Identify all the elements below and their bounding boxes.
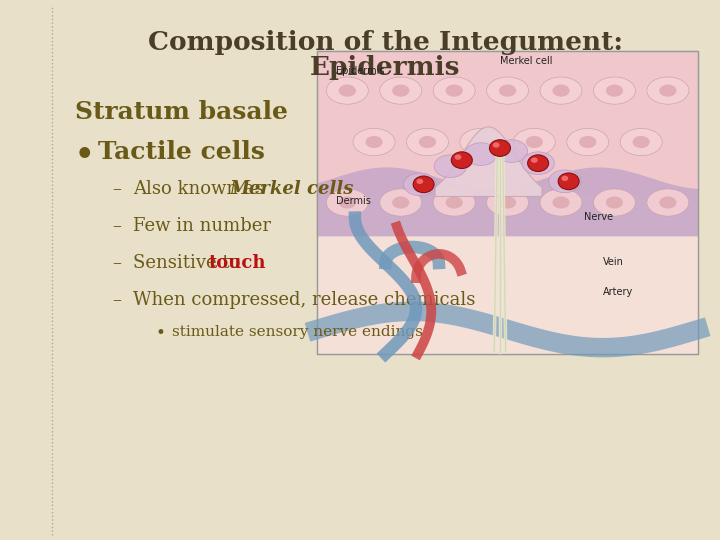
Ellipse shape <box>531 158 538 163</box>
Ellipse shape <box>487 77 528 104</box>
Ellipse shape <box>379 77 422 104</box>
Text: touch: touch <box>209 254 266 272</box>
Polygon shape <box>435 127 542 197</box>
Ellipse shape <box>454 154 462 160</box>
Text: stimulate sensory nerve endings: stimulate sensory nerve endings <box>172 325 423 339</box>
Text: Epidermis: Epidermis <box>310 55 460 80</box>
FancyBboxPatch shape <box>317 51 698 354</box>
Text: Artery: Artery <box>603 287 634 297</box>
Ellipse shape <box>499 197 516 208</box>
Ellipse shape <box>472 136 490 148</box>
FancyBboxPatch shape <box>317 51 698 197</box>
Ellipse shape <box>338 85 356 97</box>
Text: Composition of the Integument:: Composition of the Integument: <box>148 30 623 55</box>
Text: Tactile cells: Tactile cells <box>98 140 265 164</box>
Ellipse shape <box>552 85 570 97</box>
Ellipse shape <box>593 189 636 216</box>
Ellipse shape <box>446 85 463 97</box>
Text: –: – <box>112 291 121 309</box>
Ellipse shape <box>490 140 510 157</box>
Text: –: – <box>112 180 121 198</box>
Ellipse shape <box>552 197 570 208</box>
Ellipse shape <box>522 152 554 174</box>
Ellipse shape <box>392 197 410 208</box>
Ellipse shape <box>549 170 581 193</box>
Ellipse shape <box>620 129 662 156</box>
Ellipse shape <box>528 155 549 172</box>
Ellipse shape <box>558 173 579 190</box>
Ellipse shape <box>433 189 475 216</box>
Text: Sensitive to: Sensitive to <box>133 254 246 272</box>
Text: •: • <box>155 325 165 342</box>
Ellipse shape <box>647 77 689 104</box>
Text: Vein: Vein <box>603 257 624 267</box>
Ellipse shape <box>326 189 369 216</box>
Ellipse shape <box>366 136 382 148</box>
Ellipse shape <box>434 155 467 178</box>
Text: Stratum basale: Stratum basale <box>75 100 288 124</box>
Ellipse shape <box>326 77 369 104</box>
Ellipse shape <box>353 129 395 156</box>
Text: –: – <box>112 217 121 235</box>
Ellipse shape <box>567 129 608 156</box>
Text: Merkel cells: Merkel cells <box>230 180 354 198</box>
Ellipse shape <box>660 85 677 97</box>
Ellipse shape <box>540 189 582 216</box>
Ellipse shape <box>495 140 528 163</box>
Ellipse shape <box>633 136 649 148</box>
Text: Nerve: Nerve <box>584 212 613 221</box>
Ellipse shape <box>579 136 596 148</box>
Ellipse shape <box>413 176 434 193</box>
Ellipse shape <box>492 143 500 148</box>
Text: Dermis: Dermis <box>336 197 371 206</box>
Ellipse shape <box>392 85 410 97</box>
Text: Epidermis: Epidermis <box>336 66 384 77</box>
Ellipse shape <box>404 173 436 195</box>
Ellipse shape <box>513 129 555 156</box>
Ellipse shape <box>451 152 472 168</box>
Text: Also known as: Also known as <box>133 180 269 198</box>
Text: •: • <box>75 140 94 171</box>
Ellipse shape <box>606 85 623 97</box>
Ellipse shape <box>526 136 543 148</box>
Ellipse shape <box>562 176 568 181</box>
Ellipse shape <box>460 129 502 156</box>
Ellipse shape <box>487 189 528 216</box>
Ellipse shape <box>416 179 423 184</box>
Polygon shape <box>317 167 698 237</box>
Ellipse shape <box>660 197 677 208</box>
FancyBboxPatch shape <box>317 197 698 354</box>
Ellipse shape <box>593 77 636 104</box>
Ellipse shape <box>606 197 623 208</box>
Ellipse shape <box>540 77 582 104</box>
Ellipse shape <box>499 85 516 97</box>
Ellipse shape <box>407 129 449 156</box>
Ellipse shape <box>647 189 689 216</box>
Ellipse shape <box>338 197 356 208</box>
Ellipse shape <box>464 143 497 165</box>
Ellipse shape <box>379 189 422 216</box>
Text: Few in number: Few in number <box>133 217 271 235</box>
Text: When compressed, release chemicals: When compressed, release chemicals <box>133 291 475 309</box>
Ellipse shape <box>446 197 463 208</box>
Text: –: – <box>112 254 121 272</box>
Text: Merkel cell: Merkel cell <box>500 56 553 66</box>
Ellipse shape <box>419 136 436 148</box>
Ellipse shape <box>433 77 475 104</box>
